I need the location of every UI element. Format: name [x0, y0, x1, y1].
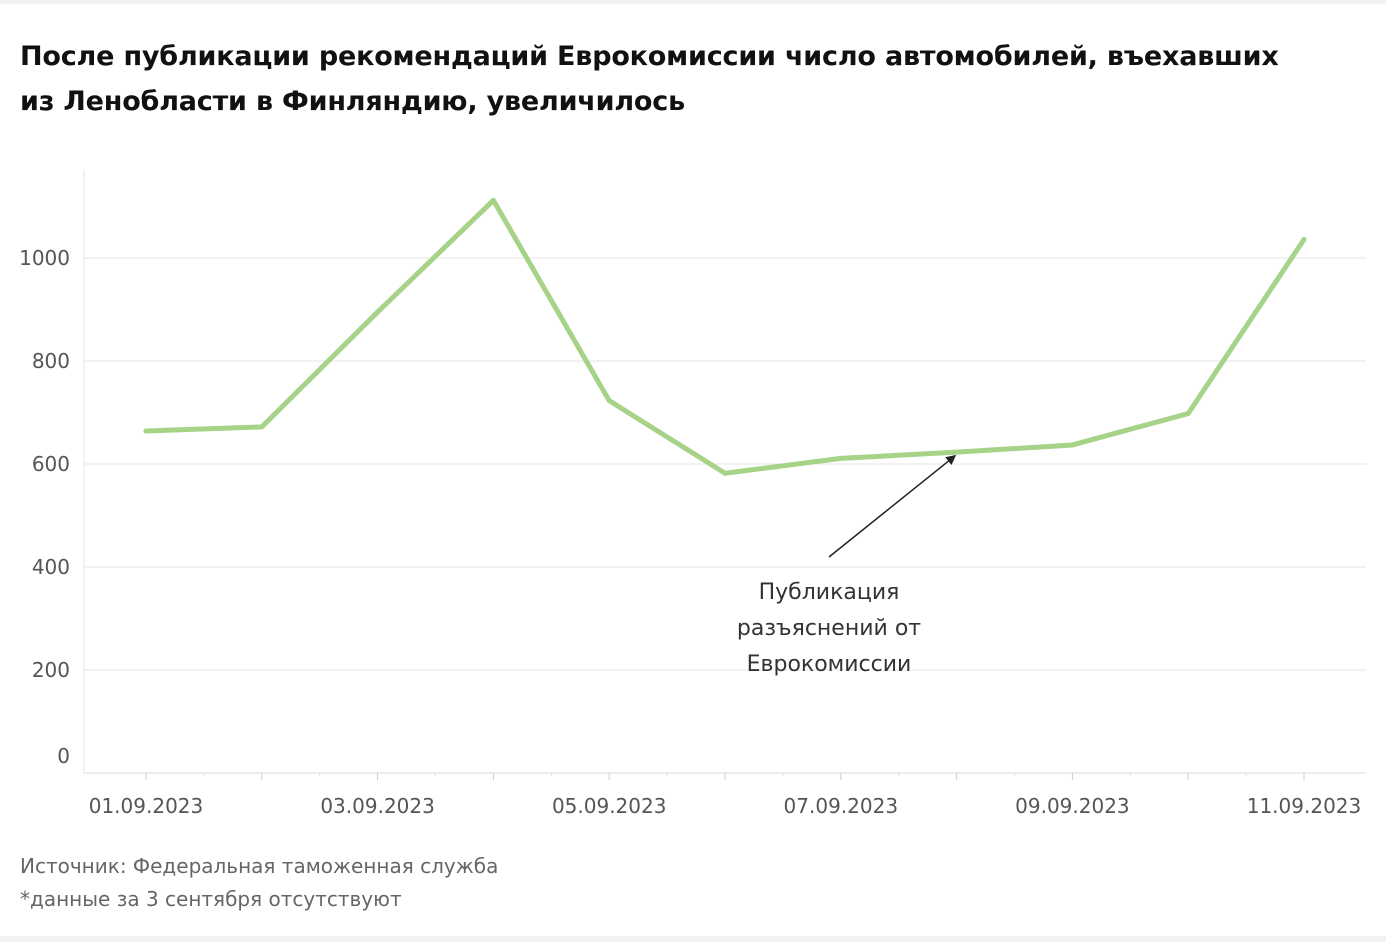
x-tick-label-09.09.2023: 09.09.2023 — [1015, 794, 1130, 818]
y-tick-label-0: 0 — [57, 744, 70, 768]
x-tick-label-07.09.2023: 07.09.2023 — [784, 794, 899, 818]
series-line-0 — [143, 197, 1307, 476]
data-point-10.09.2023 — [1185, 411, 1191, 417]
y-tick-label-600: 600 — [32, 452, 70, 476]
annotation-text-line: разъяснений от — [737, 616, 921, 641]
chart-footer: Источник: Федеральная таможенная служба … — [20, 850, 1220, 916]
data-point-07.09.2023 — [838, 455, 844, 461]
annotation-text-line: Публикация — [759, 580, 900, 605]
x-tick-label-01.09.2023: 01.09.2023 — [89, 794, 204, 818]
y-tick-label-800: 800 — [32, 349, 70, 373]
annotation-text-line: Еврокомиссии — [747, 652, 912, 677]
source-note: Источник: Федеральная таможенная служба — [20, 854, 499, 878]
data-point-08.09.2023 — [954, 449, 960, 455]
x-tick-label-11.09.2023: 11.09.2023 — [1247, 794, 1362, 818]
y-tick-label-400: 400 — [32, 555, 70, 579]
y-tick-label-1000: 1000 — [19, 246, 70, 270]
x-tick-label-05.09.2023: 05.09.2023 — [552, 794, 667, 818]
data-point-11.09.2023 — [1301, 236, 1307, 242]
chart-title: После публикации рекомендаций Еврокомисс… — [20, 41, 1279, 117]
data-point-09.09.2023 — [1069, 442, 1075, 448]
x-tick-label-03.09.2023: 03.09.2023 — [320, 794, 435, 818]
data-point-04.09.2023 — [490, 197, 496, 203]
data-point-05.09.2023 — [606, 398, 612, 404]
y-tick-label-200: 200 — [32, 658, 70, 682]
data-point-03.09.2023 — [375, 309, 381, 315]
data-point-01.09.2023 — [143, 428, 149, 434]
chart-card — [0, 4, 1386, 936]
data-point-06.09.2023 — [722, 470, 728, 476]
data-point-02.09.2023 — [259, 424, 265, 430]
missing-data-note: *данные за 3 сентября отсутствуют — [20, 887, 402, 911]
annotation-arrow — [828, 454, 957, 558]
